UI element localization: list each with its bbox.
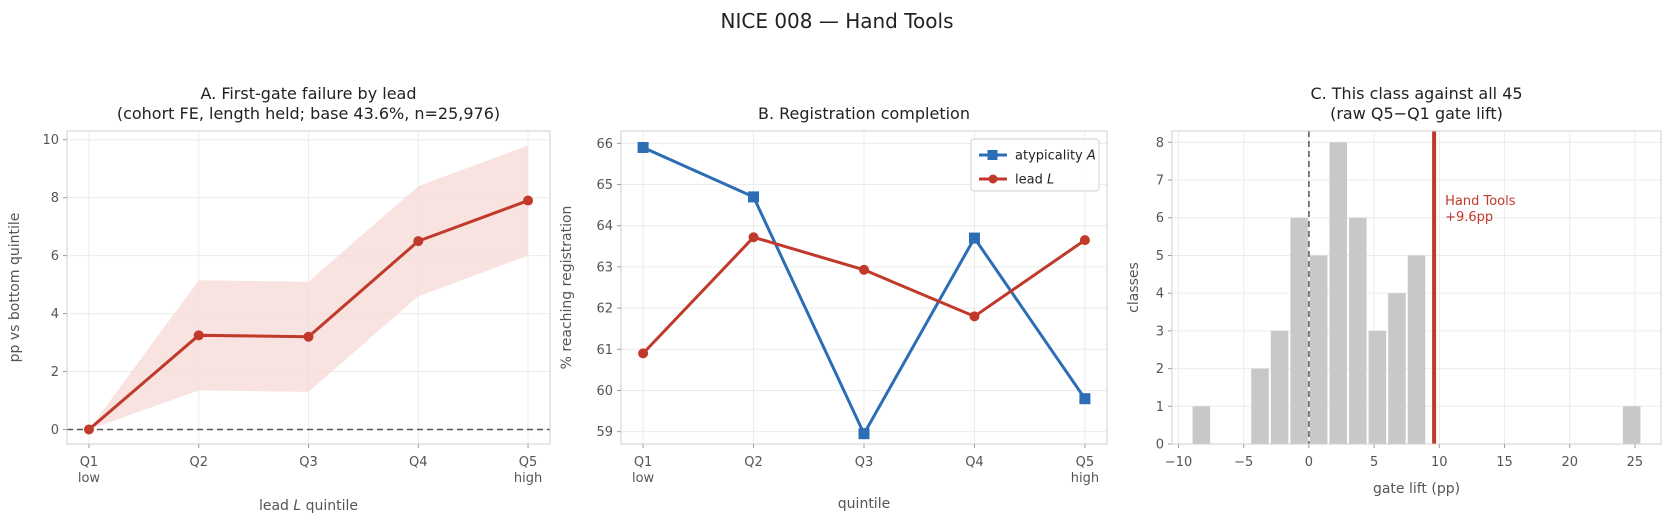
panel-b-y-tick-label: 64 <box>596 219 613 234</box>
panel-b-data-point-lead <box>638 348 649 359</box>
panel-b-y-tick-label: 65 <box>596 178 613 193</box>
panel-c-plot-frame <box>1171 130 1662 445</box>
panel-a-y-tick-label: 0 <box>51 423 59 438</box>
panel-c-highlight-label: Hand Tools <box>1445 194 1516 209</box>
panel-b-data-point-lead <box>1079 235 1090 246</box>
panel-c-histogram-bar <box>1622 406 1641 444</box>
panel-c-x-tick-label: 5 <box>1370 455 1378 470</box>
panel-c-y-tick-label: 3 <box>1156 324 1164 339</box>
panel-c-y-tick-label: 0 <box>1156 438 1164 453</box>
panel-a-y-tick-label: 8 <box>51 191 59 206</box>
panel-a-plot-frame <box>66 130 551 445</box>
panel-b-y-tick-label: 61 <box>596 343 613 358</box>
panel-b-data-point-lead <box>969 311 980 322</box>
panel-c-title-line: (raw Q5−Q1 gate lift) <box>1330 104 1503 123</box>
panel-b-x-tick-label: Q2 <box>744 455 763 470</box>
panel-a-y-tick-label: 10 <box>42 133 59 148</box>
panel-b-legend-marker-atypicality <box>987 150 998 160</box>
panel-c-x-tick-label: 10 <box>1431 455 1448 470</box>
panel-b-legend: atypicality A lead L <box>970 138 1100 192</box>
panel-c-histogram-bar <box>1251 368 1269 444</box>
panel-a-x-tick-sublabel: high <box>514 471 542 486</box>
panel-c-x-tick-label: 20 <box>1561 455 1578 470</box>
panel-b-data-point-lead <box>748 232 759 243</box>
panel-b-y-axis-label: % reaching registration <box>559 206 575 370</box>
panel-b-legend-marker-lead <box>988 174 998 184</box>
panel-c-histogram-bar <box>1290 217 1308 444</box>
panel-c-histogram-bar <box>1368 330 1387 444</box>
figure-title: NICE 008 — Hand Tools <box>721 9 954 33</box>
panel-a-y-tick-label: 2 <box>51 365 59 380</box>
panel-b-x-tick-label: Q4 <box>965 455 984 470</box>
panel-c-y-tick-label: 5 <box>1156 249 1164 264</box>
panel-a-title-line: (cohort FE, length held; base 43.6%, n=2… <box>117 104 500 123</box>
panel-b-y-tick-label: 60 <box>596 384 613 399</box>
panel-c-histogram-bar <box>1329 142 1348 445</box>
panel-a-data-point <box>413 236 424 247</box>
panel-c-x-tick-label: −5 <box>1234 455 1253 470</box>
panel-b-y-tick-label: 66 <box>596 137 613 152</box>
panel-b-y-tick-label: 62 <box>596 302 613 317</box>
panel-c-y-tick-label: 6 <box>1156 211 1164 226</box>
panel-c-y-tick-label: 1 <box>1156 400 1164 415</box>
panel-a-x-tick-label: Q1 <box>80 455 99 470</box>
panel-c-x-tick-label: 25 <box>1627 455 1644 470</box>
panel-b-data-point-atypicality <box>748 191 760 203</box>
panel-c-histogram-bar <box>1192 406 1211 444</box>
panel-a-x-tick-label: Q3 <box>299 455 318 470</box>
panel-b-data-point-atypicality <box>637 141 649 153</box>
panel-b-data-point-lead <box>859 264 869 275</box>
panel-b-x-tick-sublabel: low <box>632 471 655 486</box>
panel-a-x-tick-label: Q5 <box>519 455 538 470</box>
panel-b-legend-label-lead: lead L <box>1015 173 1054 188</box>
panel-a-x-axis-label: lead L quintile <box>259 498 358 514</box>
panel-c-y-axis-label: classes <box>1126 262 1142 313</box>
panel-a-confidence-band <box>88 145 529 430</box>
panel-b-data-point-atypicality <box>1079 393 1091 405</box>
panel-c-y-tick-label: 8 <box>1156 136 1164 151</box>
panel-c-histogram-bar <box>1309 255 1328 444</box>
panel-c-histogram-bar <box>1388 293 1406 444</box>
panel-a-data-point <box>523 195 534 206</box>
panel-a-y-tick-label: 6 <box>51 249 59 264</box>
panel-b-data-point-atypicality <box>858 428 870 440</box>
panel-c-histogram-bar <box>1270 330 1289 444</box>
panel-b-title-line: B. Registration completion <box>758 104 970 123</box>
panel-b-x-tick-label: Q3 <box>855 455 874 470</box>
panel-c-highlight-label: +9.6pp <box>1445 210 1493 225</box>
panel-a-y-tick-label: 4 <box>51 307 59 322</box>
panel-a-title-line: A. First-gate failure by lead <box>200 84 416 103</box>
panel-b-data-point-atypicality <box>968 232 980 244</box>
panel-b-plot-frame <box>620 130 1108 445</box>
panel-b-x-axis-label: quintile <box>838 496 890 512</box>
panel-c-title-line: C. This class against all 45 <box>1310 84 1522 103</box>
panel-c-y-tick-label: 2 <box>1156 362 1164 377</box>
panel-c-x-tick-label: −10 <box>1165 455 1192 470</box>
panel-a-data-point <box>193 330 204 341</box>
panel-b-legend-label-atypicality: atypicality A <box>1015 149 1096 164</box>
panel-a-y-axis-label: pp vs bottom quintile <box>7 213 23 363</box>
panel-a-x-tick-label: Q2 <box>189 455 208 470</box>
panel-c-y-tick-label: 4 <box>1156 287 1164 302</box>
panel-c-x-tick-label: 15 <box>1496 455 1513 470</box>
panel-b-y-tick-label: 63 <box>596 260 613 275</box>
panel-c-x-tick-label: 0 <box>1305 455 1313 470</box>
panel-c-histogram-bar <box>1407 255 1426 444</box>
panel-b-x-tick-label: Q5 <box>1076 455 1095 470</box>
panel-a-x-tick-sublabel: low <box>78 471 101 486</box>
panel-a-data-point <box>83 424 94 435</box>
panel-b-x-tick-sublabel: high <box>1071 471 1099 486</box>
panel-c-x-axis-label: gate lift (pp) <box>1373 481 1460 497</box>
panel-a-x-tick-label: Q4 <box>409 455 428 470</box>
panel-c-y-tick-label: 7 <box>1156 174 1164 189</box>
panel-b-y-tick-label: 59 <box>596 425 613 440</box>
panel-c-class-comparison: 0 1 2 3 4 5 6 7 8 −10 −5 0 5 10 15 20 25 Hand Tools+9.6pp… <box>1126 84 1662 497</box>
panel-b-x-tick-label: Q1 <box>634 455 653 470</box>
panel-c-histogram-bar <box>1349 217 1367 444</box>
panel-a-data-point <box>303 331 314 342</box>
